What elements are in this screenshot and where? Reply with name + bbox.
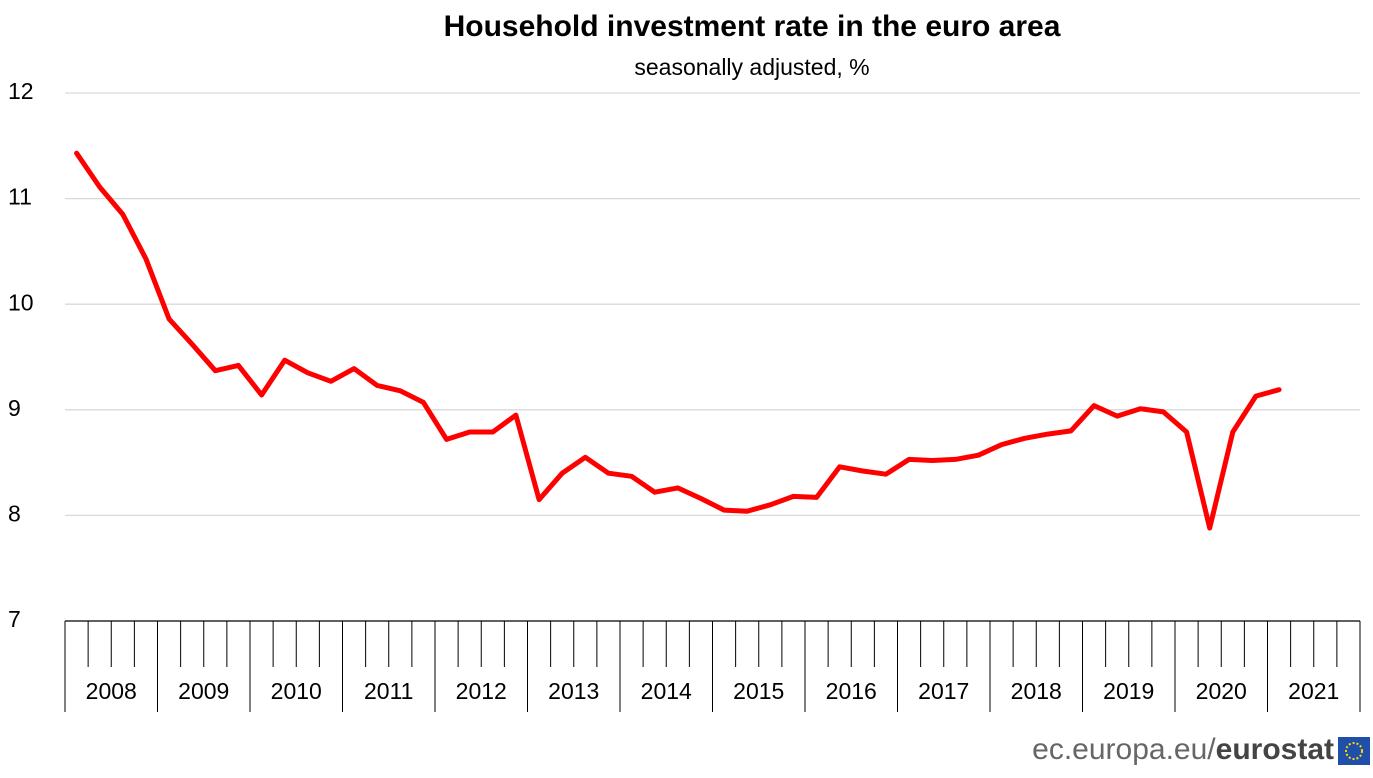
x-group-label: 2019 <box>1103 678 1154 704</box>
chart-title: Household investment rate in the euro ar… <box>444 10 1061 43</box>
footer-brand: eurostat <box>1216 733 1334 766</box>
x-group-label: 2015 <box>733 678 784 704</box>
x-group-label: 2013 <box>548 678 599 704</box>
footer: ec.europa.eu/eurostat <box>1032 733 1334 766</box>
y-tick-label: 9 <box>8 395 21 421</box>
y-tick-label: 12 <box>8 78 34 104</box>
x-group-label: 2009 <box>178 678 229 704</box>
eu-flag <box>1338 737 1370 765</box>
x-group-label: 2021 <box>1288 678 1339 704</box>
x-group-label: 2016 <box>826 678 877 704</box>
x-group-label: 2008 <box>86 678 137 704</box>
data-line <box>74 150 1282 531</box>
x-group-label: 2014 <box>641 678 692 704</box>
y-tick-label: 8 <box>8 500 21 526</box>
y-tick-label: 10 <box>8 289 34 315</box>
y-tick-label: 7 <box>8 606 21 632</box>
x-group-label: 2020 <box>1196 678 1247 704</box>
x-group-label: 2010 <box>271 678 322 704</box>
x-group-label: 2012 <box>456 678 507 704</box>
y-tick-label: 11 <box>8 184 32 210</box>
x-group-label: 2017 <box>918 678 969 704</box>
footer-url: ec.europa.eu/ <box>1032 733 1216 766</box>
x-group-label: 2011 <box>364 678 413 704</box>
chart-subtitle: seasonally adjusted, % <box>634 54 869 80</box>
x-group-label: 2018 <box>1011 678 1062 704</box>
